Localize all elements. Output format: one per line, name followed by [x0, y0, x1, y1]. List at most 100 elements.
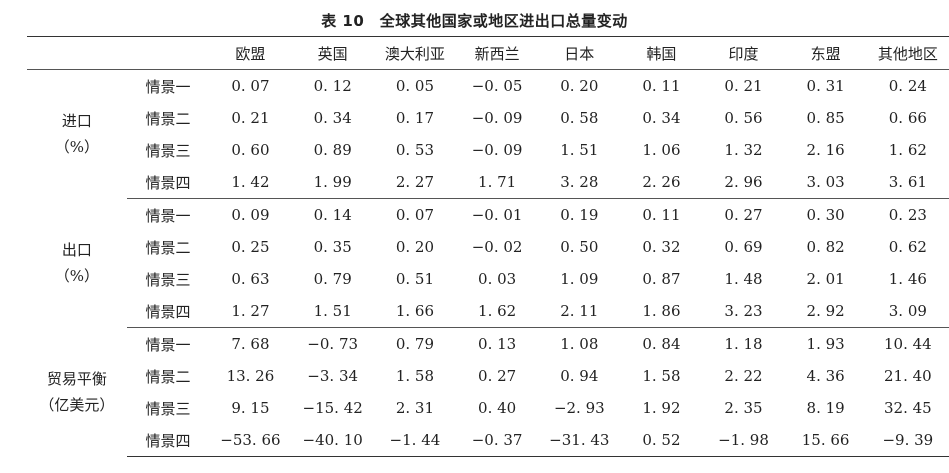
- value-cell: 1. 66: [373, 295, 457, 328]
- value-cell: 0. 69: [724, 238, 763, 256]
- column-header: 英国: [317, 44, 348, 63]
- scenario-label: 情景四: [126, 166, 210, 199]
- value-cell: 0. 79: [313, 270, 352, 288]
- value-cell: 0. 56: [724, 109, 763, 127]
- column-header: 澳大利亚: [384, 44, 445, 63]
- table-row: 贸易平衡 （亿美元） 情景一 7. 68 −0. 73 0. 79 0. 13 1. 08 0.…: [27, 328, 949, 414]
- value-cell: 0. 21: [231, 109, 270, 127]
- value-cell: 21. 40: [883, 367, 932, 385]
- value-cell: −0. 37: [456, 424, 539, 457]
- scenario-label: 情景二: [145, 238, 191, 257]
- value-cell: −0. 09: [471, 109, 523, 127]
- value-cell: 2. 31: [395, 399, 434, 417]
- table-row: 情景二 0. 25 0. 35 0. 20 −0. 02 0. 50 0. 32 0. 69 0…: [27, 231, 949, 263]
- column-header: 其他地区: [877, 44, 938, 63]
- value-cell: 0. 14: [313, 206, 352, 224]
- group-label-line1: 贸易平衡: [46, 370, 107, 388]
- value-cell: 15. 66: [784, 424, 867, 457]
- value-cell: 0. 27: [478, 367, 517, 385]
- value-cell: 1. 09: [560, 270, 599, 288]
- value-cell: 3. 28: [538, 166, 621, 199]
- value-cell: −0. 09: [471, 141, 523, 159]
- value-cell: 2. 96: [702, 166, 785, 199]
- group-label-line2: （%）: [54, 267, 99, 285]
- column-header: 印度: [728, 44, 759, 63]
- value-cell: −40. 10: [291, 424, 374, 457]
- value-cell: −2. 93: [553, 399, 605, 417]
- value-cell: 0. 17: [395, 109, 434, 127]
- value-cell: 0. 12: [313, 77, 352, 95]
- value-cell: 0. 03: [478, 270, 517, 288]
- value-cell: 0. 13: [478, 335, 517, 353]
- value-cell: 0. 07: [395, 206, 434, 224]
- value-cell: −3. 34: [307, 367, 359, 385]
- value-cell: 1. 62: [456, 295, 539, 328]
- value-cell: −31. 43: [538, 424, 621, 457]
- header-empty-cell: [127, 37, 210, 70]
- group-label: 出口 （%）: [27, 199, 127, 328]
- table-row: 情景四 1. 42 1. 99 2. 27 1. 71 3. 28 2. 26 2. 96 3.…: [27, 166, 949, 199]
- value-cell: 0. 62: [888, 238, 927, 256]
- header-row: 欧盟 英国 澳大利亚 新西兰 日本 韩国 印度 东盟 其他地区: [27, 36, 949, 70]
- value-cell: 0. 84: [642, 335, 681, 353]
- value-cell: 13. 26: [226, 367, 275, 385]
- value-cell: 0. 34: [313, 109, 352, 127]
- value-cell: 1. 08: [560, 335, 599, 353]
- column-header: 韩国: [646, 44, 677, 63]
- value-cell: 0. 85: [806, 109, 845, 127]
- value-cell: 0. 20: [395, 238, 434, 256]
- value-cell: 0. 21: [724, 77, 763, 95]
- table-row: 情景四 −53. 66 −40. 10 −1. 44 −0. 37 −31. 43 0. 5…: [27, 424, 949, 457]
- value-cell: −0. 02: [471, 238, 523, 256]
- value-cell: 1. 32: [724, 141, 763, 159]
- value-cell: 3. 09: [866, 295, 949, 328]
- value-cell: 3. 61: [866, 166, 949, 199]
- value-cell: 0. 60: [231, 141, 270, 159]
- table-row: 情景三 0. 63 0. 79 0. 51 0. 03 1. 09 0. 87 1. 48 2.…: [27, 263, 949, 295]
- group-label-line2: （%）: [54, 138, 99, 157]
- value-cell: 0. 94: [560, 367, 599, 385]
- value-cell: 0. 19: [560, 206, 599, 224]
- value-cell: 1. 58: [395, 367, 434, 385]
- group-label-line1: 出口: [61, 241, 92, 259]
- value-cell: 0. 11: [642, 77, 681, 95]
- value-cell: 0. 20: [560, 77, 599, 95]
- value-cell: 0. 58: [560, 109, 599, 127]
- value-cell: 0. 40: [478, 399, 517, 417]
- value-cell: −0. 01: [471, 206, 523, 224]
- table-group: 贸易平衡 （亿美元） 情景一 7. 68 −0. 73 0. 79 0. 13 1. 08 0.…: [27, 328, 949, 457]
- value-cell: 2. 01: [806, 270, 845, 288]
- table-row: 情景二 13. 26 −3. 34 1. 58 0. 27 0. 94 1. 58 2. 22…: [27, 360, 949, 392]
- value-cell: 0. 34: [642, 109, 681, 127]
- value-cell: 1. 62: [888, 141, 927, 159]
- header-empty-cell: [27, 37, 127, 70]
- value-cell: −9. 39: [866, 424, 949, 457]
- value-cell: 0. 79: [395, 335, 434, 353]
- value-cell: 0. 63: [231, 270, 270, 288]
- value-cell: 7. 68: [231, 335, 270, 353]
- table-row: 情景二 0. 21 0. 34 0. 17 −0. 09 0. 58 0. 34 0. 56 0…: [27, 102, 949, 134]
- value-cell: 2. 16: [806, 141, 845, 159]
- value-cell: −0. 73: [307, 335, 359, 353]
- table-group: 出口 （%） 情景一 0. 09 0. 14 0. 07 −0. 01 0. 19 0. 11 0…: [27, 199, 949, 328]
- value-cell: 0. 30: [806, 206, 845, 224]
- scenario-label: 情景一: [145, 335, 191, 354]
- value-cell: 0. 11: [642, 206, 681, 224]
- table-group: 进口 （%） 情景一 0. 07 0. 12 0. 05 −0. 05 0. 20 0. 11 0…: [27, 70, 949, 199]
- table-row: 出口 （%） 情景一 0. 09 0. 14 0. 07 −0. 01 0. 19 0. 11 0…: [27, 199, 949, 285]
- value-cell: 2. 35: [724, 399, 763, 417]
- value-cell: 2. 11: [538, 295, 621, 328]
- column-header: 日本: [564, 44, 595, 63]
- value-cell: 8. 19: [806, 399, 845, 417]
- value-cell: 1. 42: [209, 166, 292, 199]
- value-cell: 0. 31: [806, 77, 845, 95]
- value-cell: 2. 22: [724, 367, 763, 385]
- value-cell: 4. 36: [806, 367, 845, 385]
- scenario-label: 情景二: [145, 109, 191, 128]
- value-cell: 0. 66: [888, 109, 927, 127]
- scenario-label: 情景三: [145, 270, 191, 289]
- table-row: 情景四 1. 27 1. 51 1. 66 1. 62 2. 11 1. 86 3. 23 2.…: [27, 295, 949, 328]
- column-header: 欧盟: [235, 44, 266, 63]
- value-cell: 2. 27: [373, 166, 457, 199]
- value-cell: 1. 51: [560, 141, 599, 159]
